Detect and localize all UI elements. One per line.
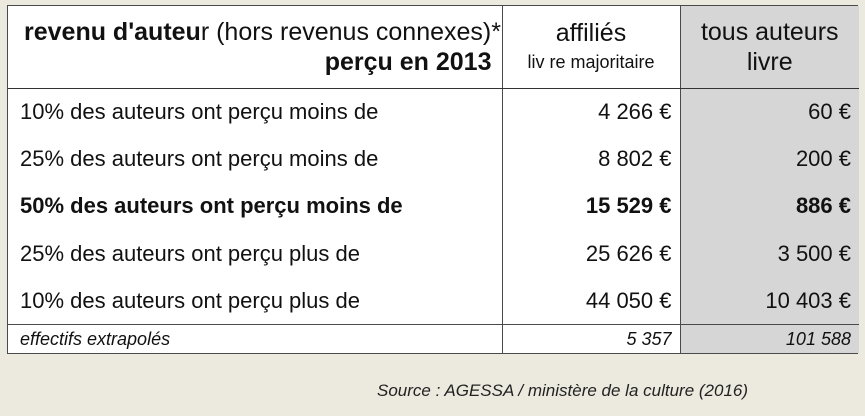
row-affilies-value: 8 802 € xyxy=(502,135,681,183)
income-table: revenu d'auteur (hors revenus connexes)*… xyxy=(7,5,859,354)
header-tous-line1: tous auteurs xyxy=(700,17,839,46)
row-tous-value: 200 € xyxy=(680,135,859,183)
row-tous-value: 886 € xyxy=(680,182,859,231)
row-label: 25% des auteurs ont perçu plus de xyxy=(8,230,503,278)
row-affilies-value: 4 266 € xyxy=(502,88,681,136)
footer-affilies-value: 5 357 xyxy=(502,324,681,353)
footer-label: effectifs extrapolés xyxy=(8,324,503,353)
header-revenu-line1: revenu d'auteur (hors revenus connexes)* xyxy=(24,17,501,46)
income-table-grid: revenu d'auteur (hors revenus connexes)*… xyxy=(8,6,859,353)
header-tous-auteurs: tous auteurs livre xyxy=(680,6,859,89)
header-affilies-line1: affiliés xyxy=(555,18,627,47)
header-affilies-line2: liv re majoritaire xyxy=(527,51,655,72)
header-tous-line2: livre xyxy=(746,47,793,76)
row-tous-value: 60 € xyxy=(680,88,859,136)
table-row: 25% des auteurs ont perçu plus de 25 626… xyxy=(8,230,859,278)
table-row-median: 50% des auteurs ont perçu moins de 15 52… xyxy=(8,182,859,231)
row-affilies-value: 44 050 € xyxy=(502,277,681,325)
table-footer-row: effectifs extrapolés 5 357 101 588 xyxy=(8,324,859,353)
row-label: 25% des auteurs ont perçu moins de xyxy=(8,135,503,183)
row-tous-value: 10 403 € xyxy=(680,277,859,325)
row-affilies-value: 25 626 € xyxy=(502,230,681,278)
row-label: 10% des auteurs ont perçu plus de xyxy=(8,277,503,325)
row-label: 50% des auteurs ont perçu moins de xyxy=(8,182,503,231)
row-label: 10% des auteurs ont perçu moins de xyxy=(8,88,503,136)
row-tous-value: 3 500 € xyxy=(680,230,859,278)
source-caption: Source : AGESSA / ministère de la cultur… xyxy=(377,381,749,400)
header-revenu: revenu d'auteur (hors revenus connexes)*… xyxy=(8,6,503,89)
table-row: 10% des auteurs ont perçu moins de 4 266… xyxy=(8,88,859,136)
header-affilies: affiliés liv re majoritaire xyxy=(502,6,681,89)
footer-tous-value: 101 588 xyxy=(680,324,859,353)
table-row: 10% des auteurs ont perçu plus de 44 050… xyxy=(8,277,859,325)
row-affilies-value: 15 529 € xyxy=(502,182,681,231)
header-row: revenu d'auteur (hors revenus connexes)*… xyxy=(8,6,859,89)
header-revenu-line2: perçu en 2013 xyxy=(324,47,492,76)
table-row: 25% des auteurs ont perçu moins de 8 802… xyxy=(8,135,859,183)
